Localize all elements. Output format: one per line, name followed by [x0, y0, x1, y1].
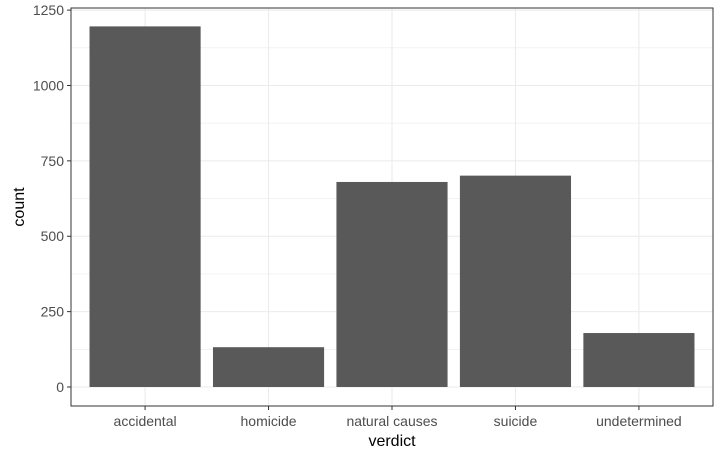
bars: [89, 26, 695, 388]
x-tick-label: undetermined: [596, 413, 682, 429]
x-tick-label: suicide: [494, 413, 538, 429]
y-tick-label: 750: [41, 153, 65, 169]
y-tick-label: 0: [56, 379, 64, 395]
y-tick-label: 1000: [33, 77, 64, 93]
x-tick-label: natural causes: [346, 413, 437, 429]
bar-undetermined: [583, 333, 695, 388]
axis-ticks: 0 250 500 750 1000 1250 accidental homicide natu…: [33, 2, 682, 429]
x-axis-title: verdict: [368, 433, 416, 450]
x-tick-label: accidental: [114, 413, 177, 429]
bar-natural-causes: [336, 181, 448, 388]
y-tick-label: 1250: [33, 2, 64, 18]
y-tick-label: 500: [41, 228, 65, 244]
y-axis-title: count: [11, 187, 28, 227]
x-tick-label: homicide: [241, 413, 297, 429]
bar-homicide: [212, 347, 325, 388]
bar-accidental: [89, 26, 201, 388]
bar-suicide: [459, 175, 572, 388]
y-tick-label: 250: [41, 304, 65, 320]
